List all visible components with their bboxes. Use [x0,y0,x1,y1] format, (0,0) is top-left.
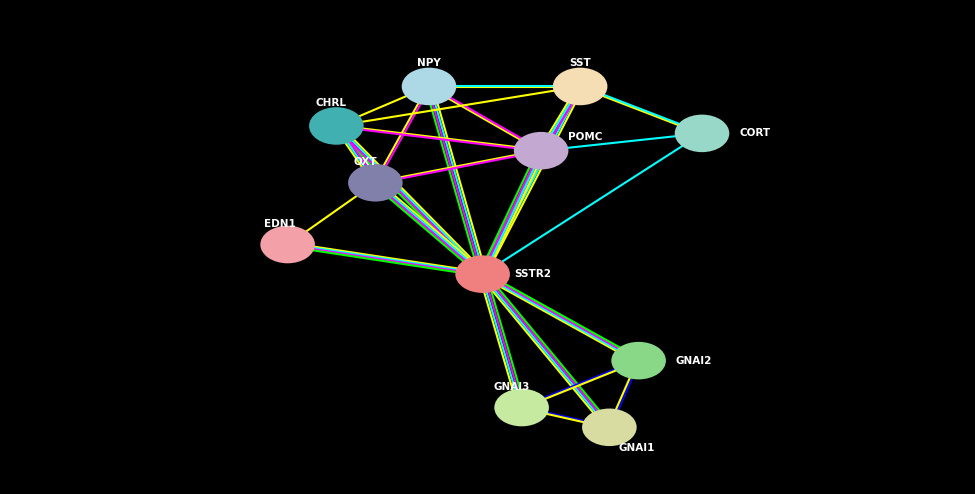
Ellipse shape [514,132,568,169]
Ellipse shape [402,68,456,105]
Ellipse shape [675,115,729,152]
Text: SST: SST [569,58,591,68]
Text: CORT: CORT [739,128,770,138]
Ellipse shape [260,226,315,263]
Text: SSTR2: SSTR2 [514,269,551,279]
Text: OXT: OXT [354,157,377,167]
Ellipse shape [455,255,510,293]
Ellipse shape [494,389,549,426]
Ellipse shape [309,107,364,145]
Text: EDN1: EDN1 [264,219,295,229]
Text: GNAI3: GNAI3 [493,382,530,392]
Text: GNAI1: GNAI1 [618,443,655,453]
Ellipse shape [582,409,637,446]
Ellipse shape [348,164,403,202]
Ellipse shape [553,68,607,105]
Ellipse shape [611,342,666,379]
Text: NPY: NPY [417,58,441,68]
Text: POMC: POMC [568,132,603,142]
Text: CHRL: CHRL [316,98,347,108]
Text: GNAI2: GNAI2 [676,356,712,366]
